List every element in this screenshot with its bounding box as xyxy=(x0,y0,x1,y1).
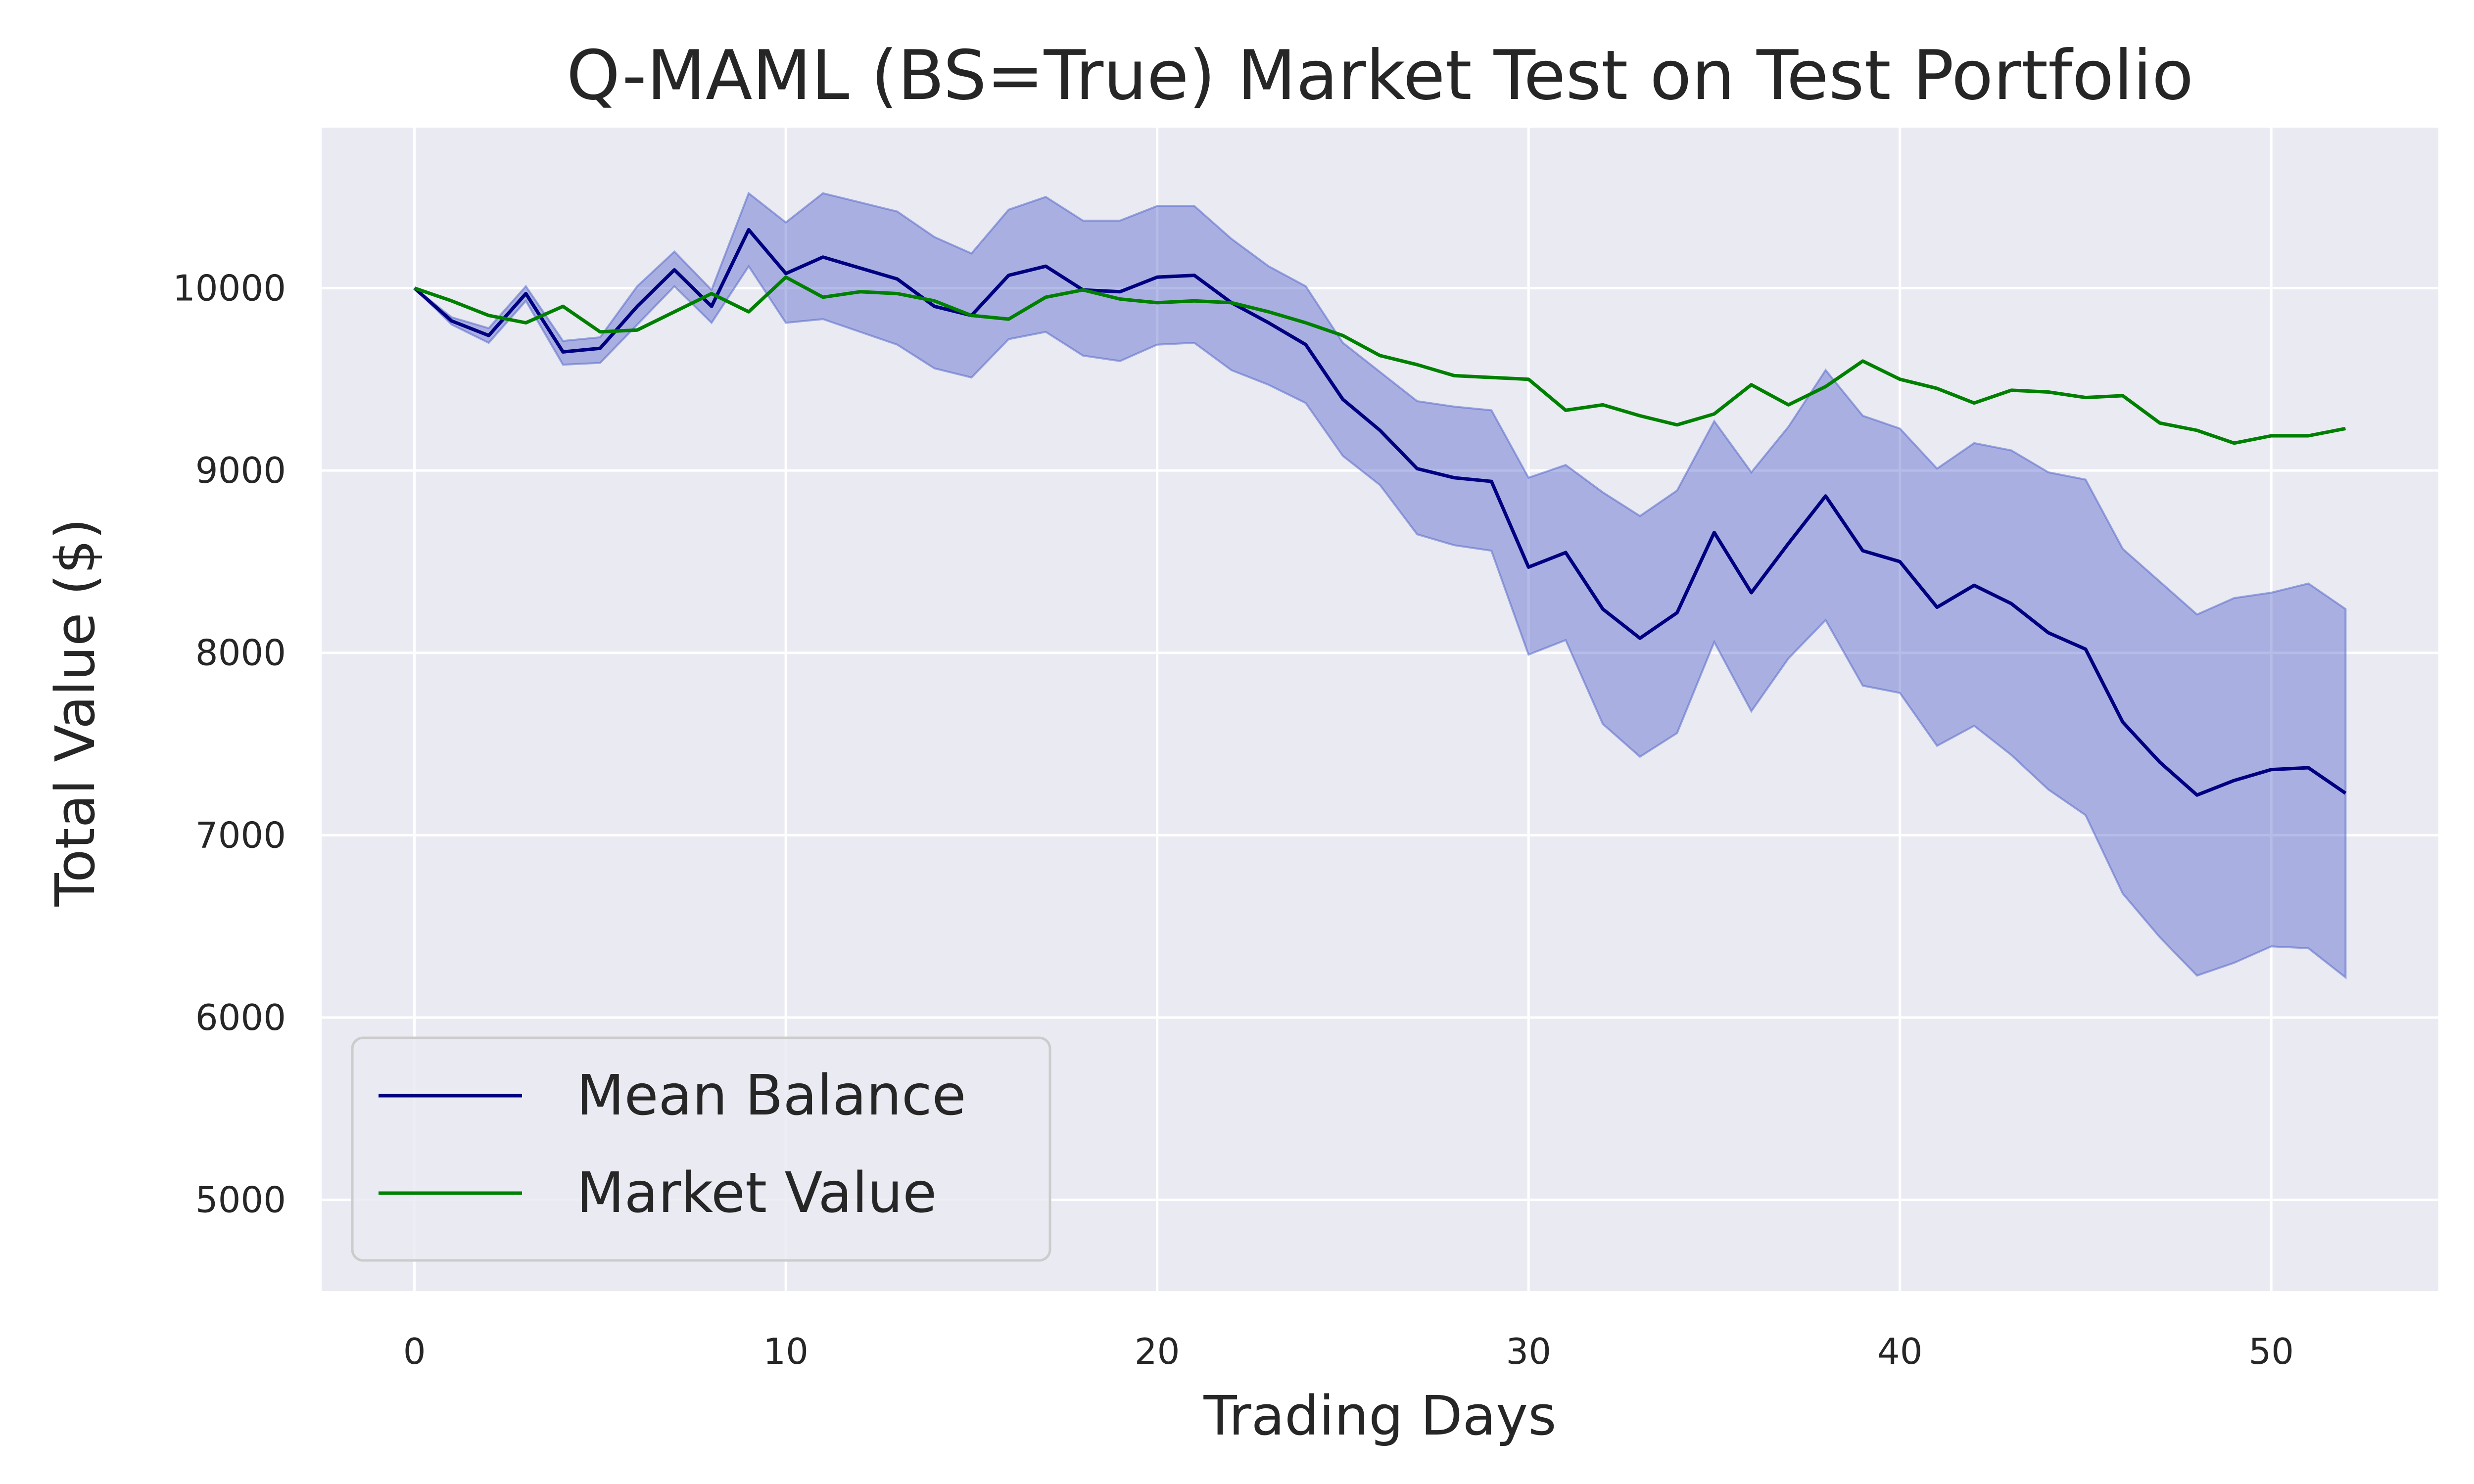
legend-label-mean-balance: Mean Balance xyxy=(576,1064,966,1128)
x-tick-label: 10 xyxy=(763,1331,809,1372)
grid-lines xyxy=(322,128,2438,1291)
y-tick-label: 8000 xyxy=(195,632,286,674)
chart-title: Q-MAML (BS=True) Market Test on Test Por… xyxy=(567,36,2194,115)
x-tick-label: 50 xyxy=(2248,1331,2294,1372)
x-tick-labels: 0 10 20 30 40 50 xyxy=(403,1331,2294,1372)
mean-balance-line xyxy=(413,228,2347,797)
y-axis-title: Total Value ($) xyxy=(44,518,107,907)
x-tick-label: 40 xyxy=(1877,1331,1923,1372)
y-tick-label: 6000 xyxy=(195,997,286,1038)
legend: Mean Balance Market Value xyxy=(351,1036,1051,1262)
y-tick-label: 9000 xyxy=(195,450,286,491)
series-lines xyxy=(413,228,2347,797)
legend-box xyxy=(351,1036,1051,1262)
y-tick-label: 10000 xyxy=(173,267,286,309)
x-tick-label: 0 xyxy=(403,1331,426,1372)
x-axis-title: Trading Days xyxy=(1203,1384,1556,1447)
y-tick-labels: 5000 6000 7000 8000 9000 10000 xyxy=(173,267,286,1220)
y-tick-label: 5000 xyxy=(195,1179,286,1221)
x-tick-label: 20 xyxy=(1135,1331,1180,1372)
legend-label-market-value: Market Value xyxy=(576,1161,937,1225)
y-tick-label: 7000 xyxy=(195,814,286,856)
market-value-line xyxy=(414,275,2346,445)
x-tick-label: 30 xyxy=(1506,1331,1551,1372)
